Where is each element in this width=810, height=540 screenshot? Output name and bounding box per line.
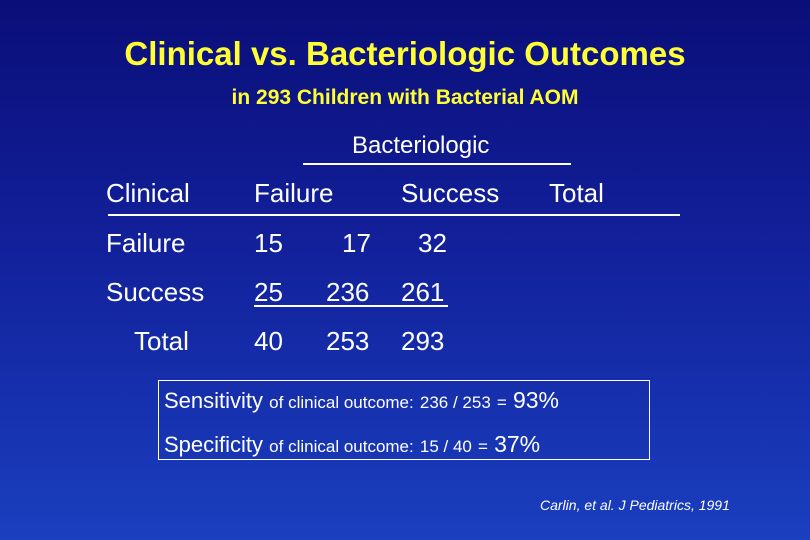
sensitivity-text: of clinical outcome: <box>269 393 414 412</box>
specificity-text: of clinical outcome: <box>269 437 414 456</box>
stats-box: Sensitivity of clinical outcome: 236 / 2… <box>158 380 650 460</box>
specificity-equals: = <box>478 437 488 456</box>
sensitivity-line: Sensitivity of clinical outcome: 236 / 2… <box>164 387 559 414</box>
col-header-total: Total <box>549 178 604 208</box>
header-underline <box>108 214 680 216</box>
cell-total-success: 253 <box>326 326 370 356</box>
specificity-label: Specificity <box>164 432 264 457</box>
cell-failure-success: 17 <box>342 228 371 258</box>
cell-failure-failure: 15 <box>254 228 283 258</box>
cell-total-total: 293 <box>401 326 445 356</box>
citation: Carlin, et al. J Pediatrics, 1991 <box>540 497 730 513</box>
specificity-line: Specificity of clinical outcome: 15 / 40… <box>164 431 540 458</box>
group-header-underline <box>303 163 571 165</box>
cell-success-success: 236 <box>326 277 370 307</box>
specificity-calc: 15 / 40 <box>419 437 472 456</box>
slide-subtitle: in 293 Children with Bacterial AOM <box>231 86 579 109</box>
slide-title: Clinical vs. Bacteriologic Outcomes <box>124 35 686 72</box>
row-label-failure: Failure <box>106 228 186 258</box>
row-label-total: Total <box>134 326 189 356</box>
sensitivity-equals: = <box>496 393 507 412</box>
col-header-clinical: Clinical <box>106 178 190 208</box>
col-header-failure: Failure <box>254 178 334 208</box>
cell-success-total: 261 <box>401 277 445 307</box>
sensitivity-calc: 236 / 253 <box>419 393 491 412</box>
sensitivity-value: 93% <box>512 387 560 413</box>
row-label-success: Success <box>106 277 205 307</box>
specificity-value: 37% <box>494 431 541 457</box>
cell-success-failure: 25 <box>254 277 283 307</box>
sensitivity-label: Sensitivity <box>164 388 264 413</box>
col-header-success: Success <box>401 178 500 208</box>
group-header-bacteriologic: Bacteriologic <box>352 132 490 159</box>
cell-total-failure: 40 <box>254 326 283 356</box>
success-row-underline <box>254 305 448 307</box>
cell-failure-total: 32 <box>418 228 447 258</box>
